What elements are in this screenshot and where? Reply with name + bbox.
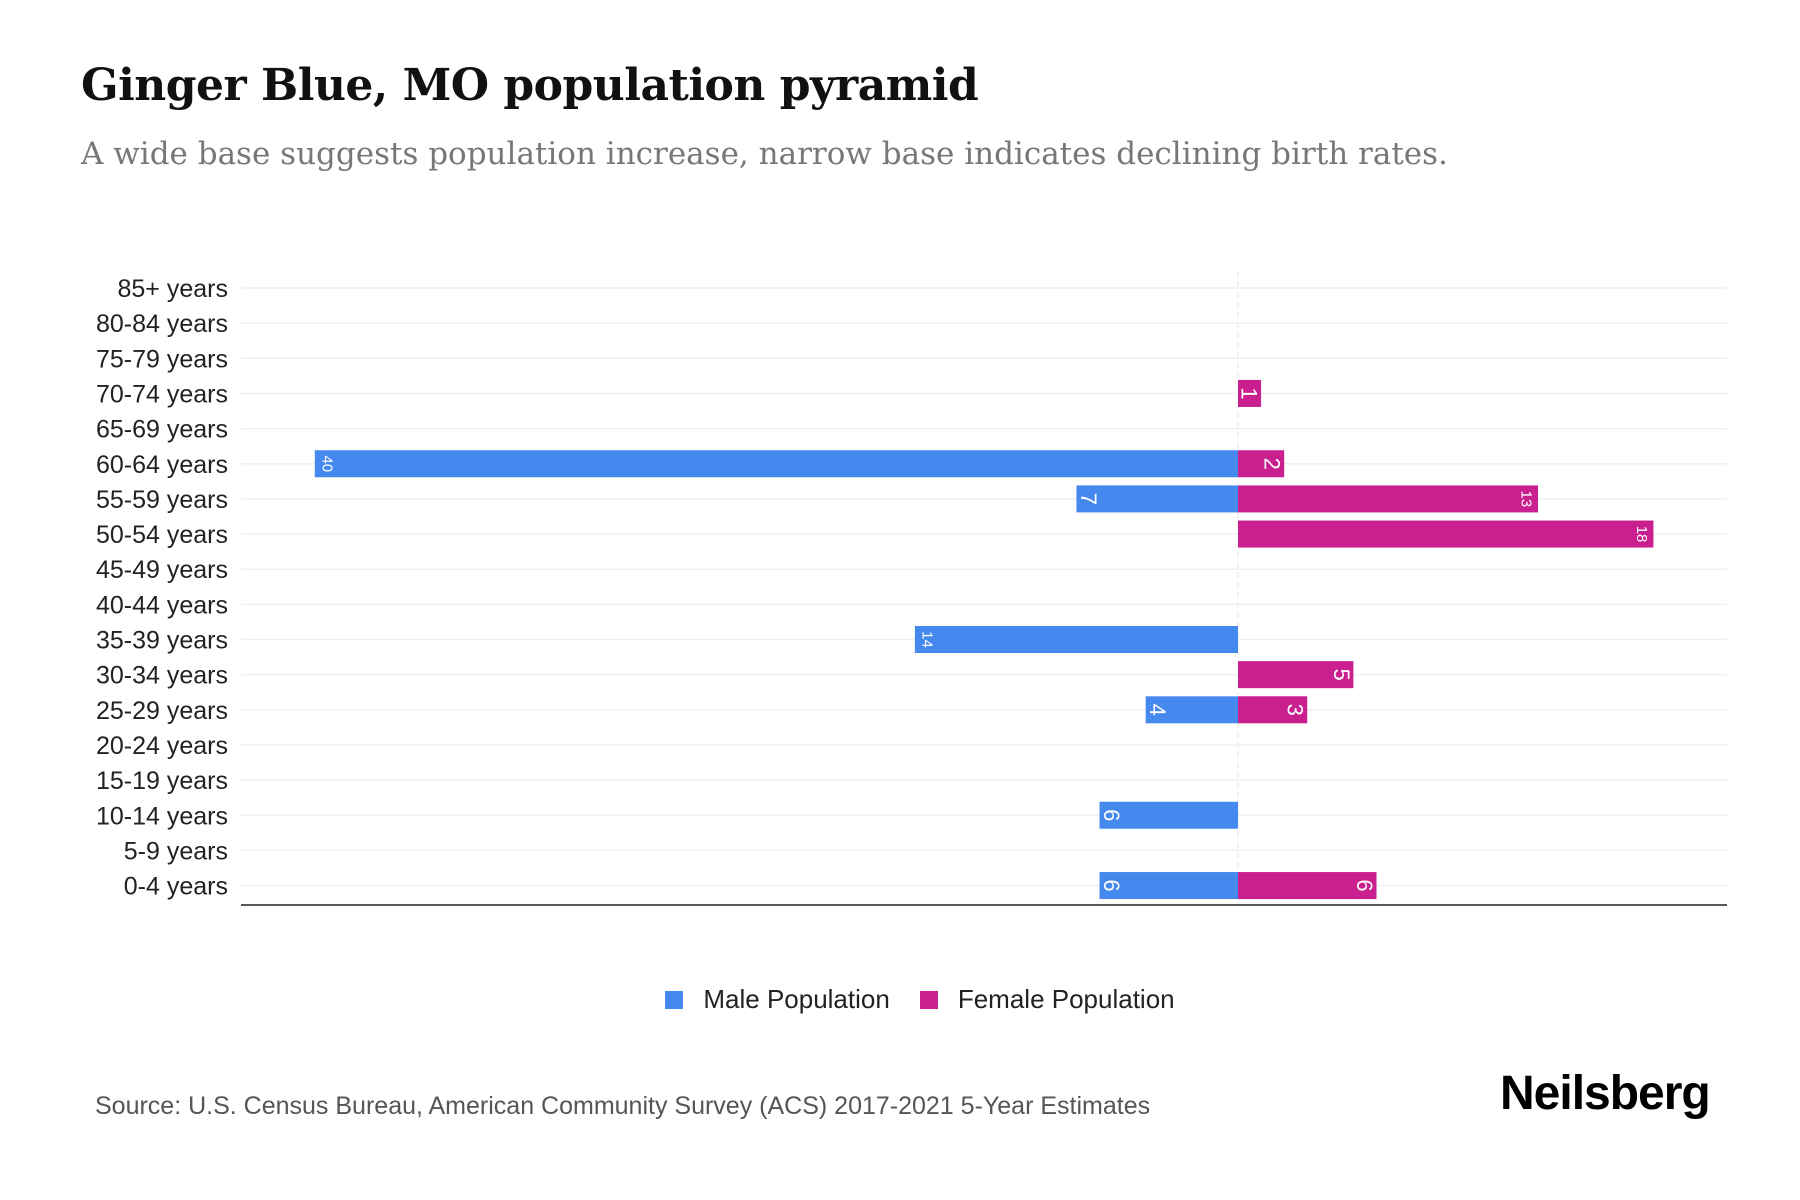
data-label: 13 xyxy=(1518,491,1535,508)
y-tick-label: 15-19 years xyxy=(96,767,228,795)
y-tick-label: 40-44 years xyxy=(96,591,228,619)
data-label: 6 xyxy=(1099,809,1124,821)
y-tick-label: 55-59 years xyxy=(96,486,228,514)
y-tick-label: 25-29 years xyxy=(96,697,228,725)
y-tick-label: 30-34 years xyxy=(96,662,228,690)
source-note: Source: U.S. Census Bureau, American Com… xyxy=(95,1092,1151,1120)
data-label: 7 xyxy=(1076,493,1101,505)
data-label: 18 xyxy=(1633,526,1650,543)
data-label: 3 xyxy=(1283,704,1308,716)
male-swatch xyxy=(665,990,684,1009)
data-label: 40 xyxy=(318,455,335,472)
data-label: 6 xyxy=(1099,879,1124,891)
female-bar xyxy=(1238,696,1308,724)
y-tick-label: 70-74 years xyxy=(96,380,228,408)
female-bar xyxy=(1238,379,1262,407)
male-bar xyxy=(1076,485,1238,513)
y-tick-label: 85+ years xyxy=(118,275,229,303)
neilsberg-logo: Neilsberg xyxy=(1500,1067,1711,1120)
chart-subtitle: A wide base suggests population increase… xyxy=(81,136,1448,172)
data-label: 2 xyxy=(1260,458,1285,470)
data-label: 4 xyxy=(1145,704,1170,716)
male-bar xyxy=(1145,696,1238,724)
y-tick-label: 0-4 years xyxy=(124,873,228,901)
y-tick-label: 60-64 years xyxy=(96,451,228,479)
female-bar xyxy=(1238,450,1285,478)
female-bar xyxy=(1238,520,1654,548)
y-tick-label: 75-79 years xyxy=(96,345,228,373)
data-label: 6 xyxy=(1352,879,1377,891)
male-bar xyxy=(914,626,1238,653)
data-label: 14 xyxy=(918,631,935,648)
pyramid-chart: 85+ years 80-84 years 75-79 years 70-74 yea… xyxy=(96,272,1727,906)
data-label: 5 xyxy=(1329,669,1354,681)
chart-title: Ginger Blue, MO population pyramid xyxy=(81,60,979,111)
female-swatch xyxy=(919,990,938,1009)
y-tick-label: 45-49 years xyxy=(96,556,228,584)
y-tick-label: 5-9 years xyxy=(124,837,228,865)
legend: Male Population Female Population xyxy=(0,984,1800,1015)
y-tick-label: 80-84 years xyxy=(96,310,228,338)
y-tick-label: 50-54 years xyxy=(96,521,228,549)
y-tick-label: 20-24 years xyxy=(96,732,228,760)
y-tick-label: 65-69 years xyxy=(96,416,228,444)
female-bar xyxy=(1238,872,1377,900)
male-bar xyxy=(1099,872,1238,900)
male-bar xyxy=(314,450,1238,478)
legend-item-female: Female Population xyxy=(919,984,1175,1015)
y-tick-label: 10-14 years xyxy=(96,802,228,830)
data-label: 1 xyxy=(1237,387,1262,399)
legend-item-male: Male Population xyxy=(665,984,890,1015)
male-bar xyxy=(1099,801,1238,829)
legend-label-female: Female Population xyxy=(957,984,1175,1014)
female-bar xyxy=(1238,661,1354,689)
female-bar xyxy=(1238,485,1539,513)
y-tick-label: 35-39 years xyxy=(96,627,228,655)
legend-label-male: Male Population xyxy=(703,984,890,1014)
